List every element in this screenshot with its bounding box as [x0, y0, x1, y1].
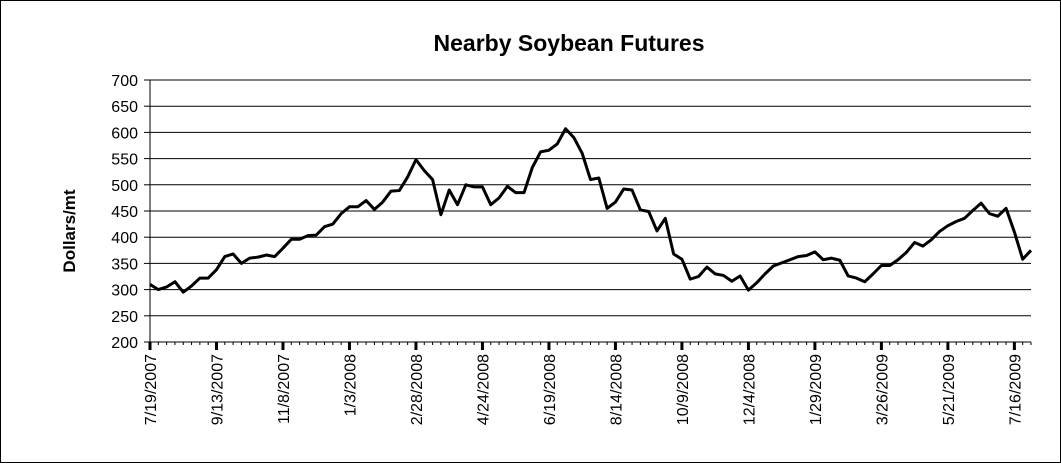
x-tick-label: 2/28/2008: [409, 354, 426, 425]
series-layer: [149, 127, 1033, 294]
y-tick-label: 500: [111, 178, 138, 195]
x-tick-label: 1/3/2008: [342, 354, 359, 416]
x-tick-labels: 7/19/2007 9/13/2007 11/8/2007 1/3/2008 2/28/…: [143, 354, 1024, 425]
y-tick-label: 600: [111, 125, 138, 142]
x-tick-label: 5/21/2009: [941, 354, 958, 425]
x-tick-label: 8/14/2008: [608, 354, 625, 425]
x-tick-label: 11/8/2007: [276, 354, 293, 424]
x-tick-label: 12/4/2008: [741, 354, 758, 425]
x-tick-label: 7/19/2007: [143, 354, 160, 425]
y-tick-label: 350: [111, 256, 138, 273]
x-tick-label: 3/26/2009: [874, 354, 891, 425]
x-tick-label: 6/19/2008: [542, 354, 559, 425]
y-tick-label: 400: [111, 230, 138, 247]
x-tick-label: 9/13/2007: [209, 354, 226, 425]
x-tick-label: 4/24/2008: [475, 354, 492, 425]
y-tick-label: 650: [111, 99, 138, 116]
axes: [144, 79, 1032, 350]
y-axis-label: Dollars/mt: [60, 189, 79, 272]
x-tick-label: 1/29/2009: [808, 354, 825, 425]
y-tick-labels: 200 250 300 350 400 450 500 550 600 650 700: [111, 73, 138, 352]
x-tick-label: 10/9/2008: [675, 354, 692, 425]
y-tick-label: 700: [111, 73, 138, 90]
y-tick-label: 250: [111, 309, 138, 326]
series-line: [149, 127, 1033, 294]
chart-title: Nearby Soybean Futures: [434, 30, 705, 56]
x-tick-label: 7/16/2009: [1007, 354, 1024, 425]
y-tick-label: 450: [111, 204, 138, 221]
y-tick-label: 300: [111, 283, 138, 300]
y-tick-label: 200: [111, 335, 138, 352]
gridlines: [150, 79, 1031, 317]
y-tick-label: 550: [111, 152, 138, 169]
